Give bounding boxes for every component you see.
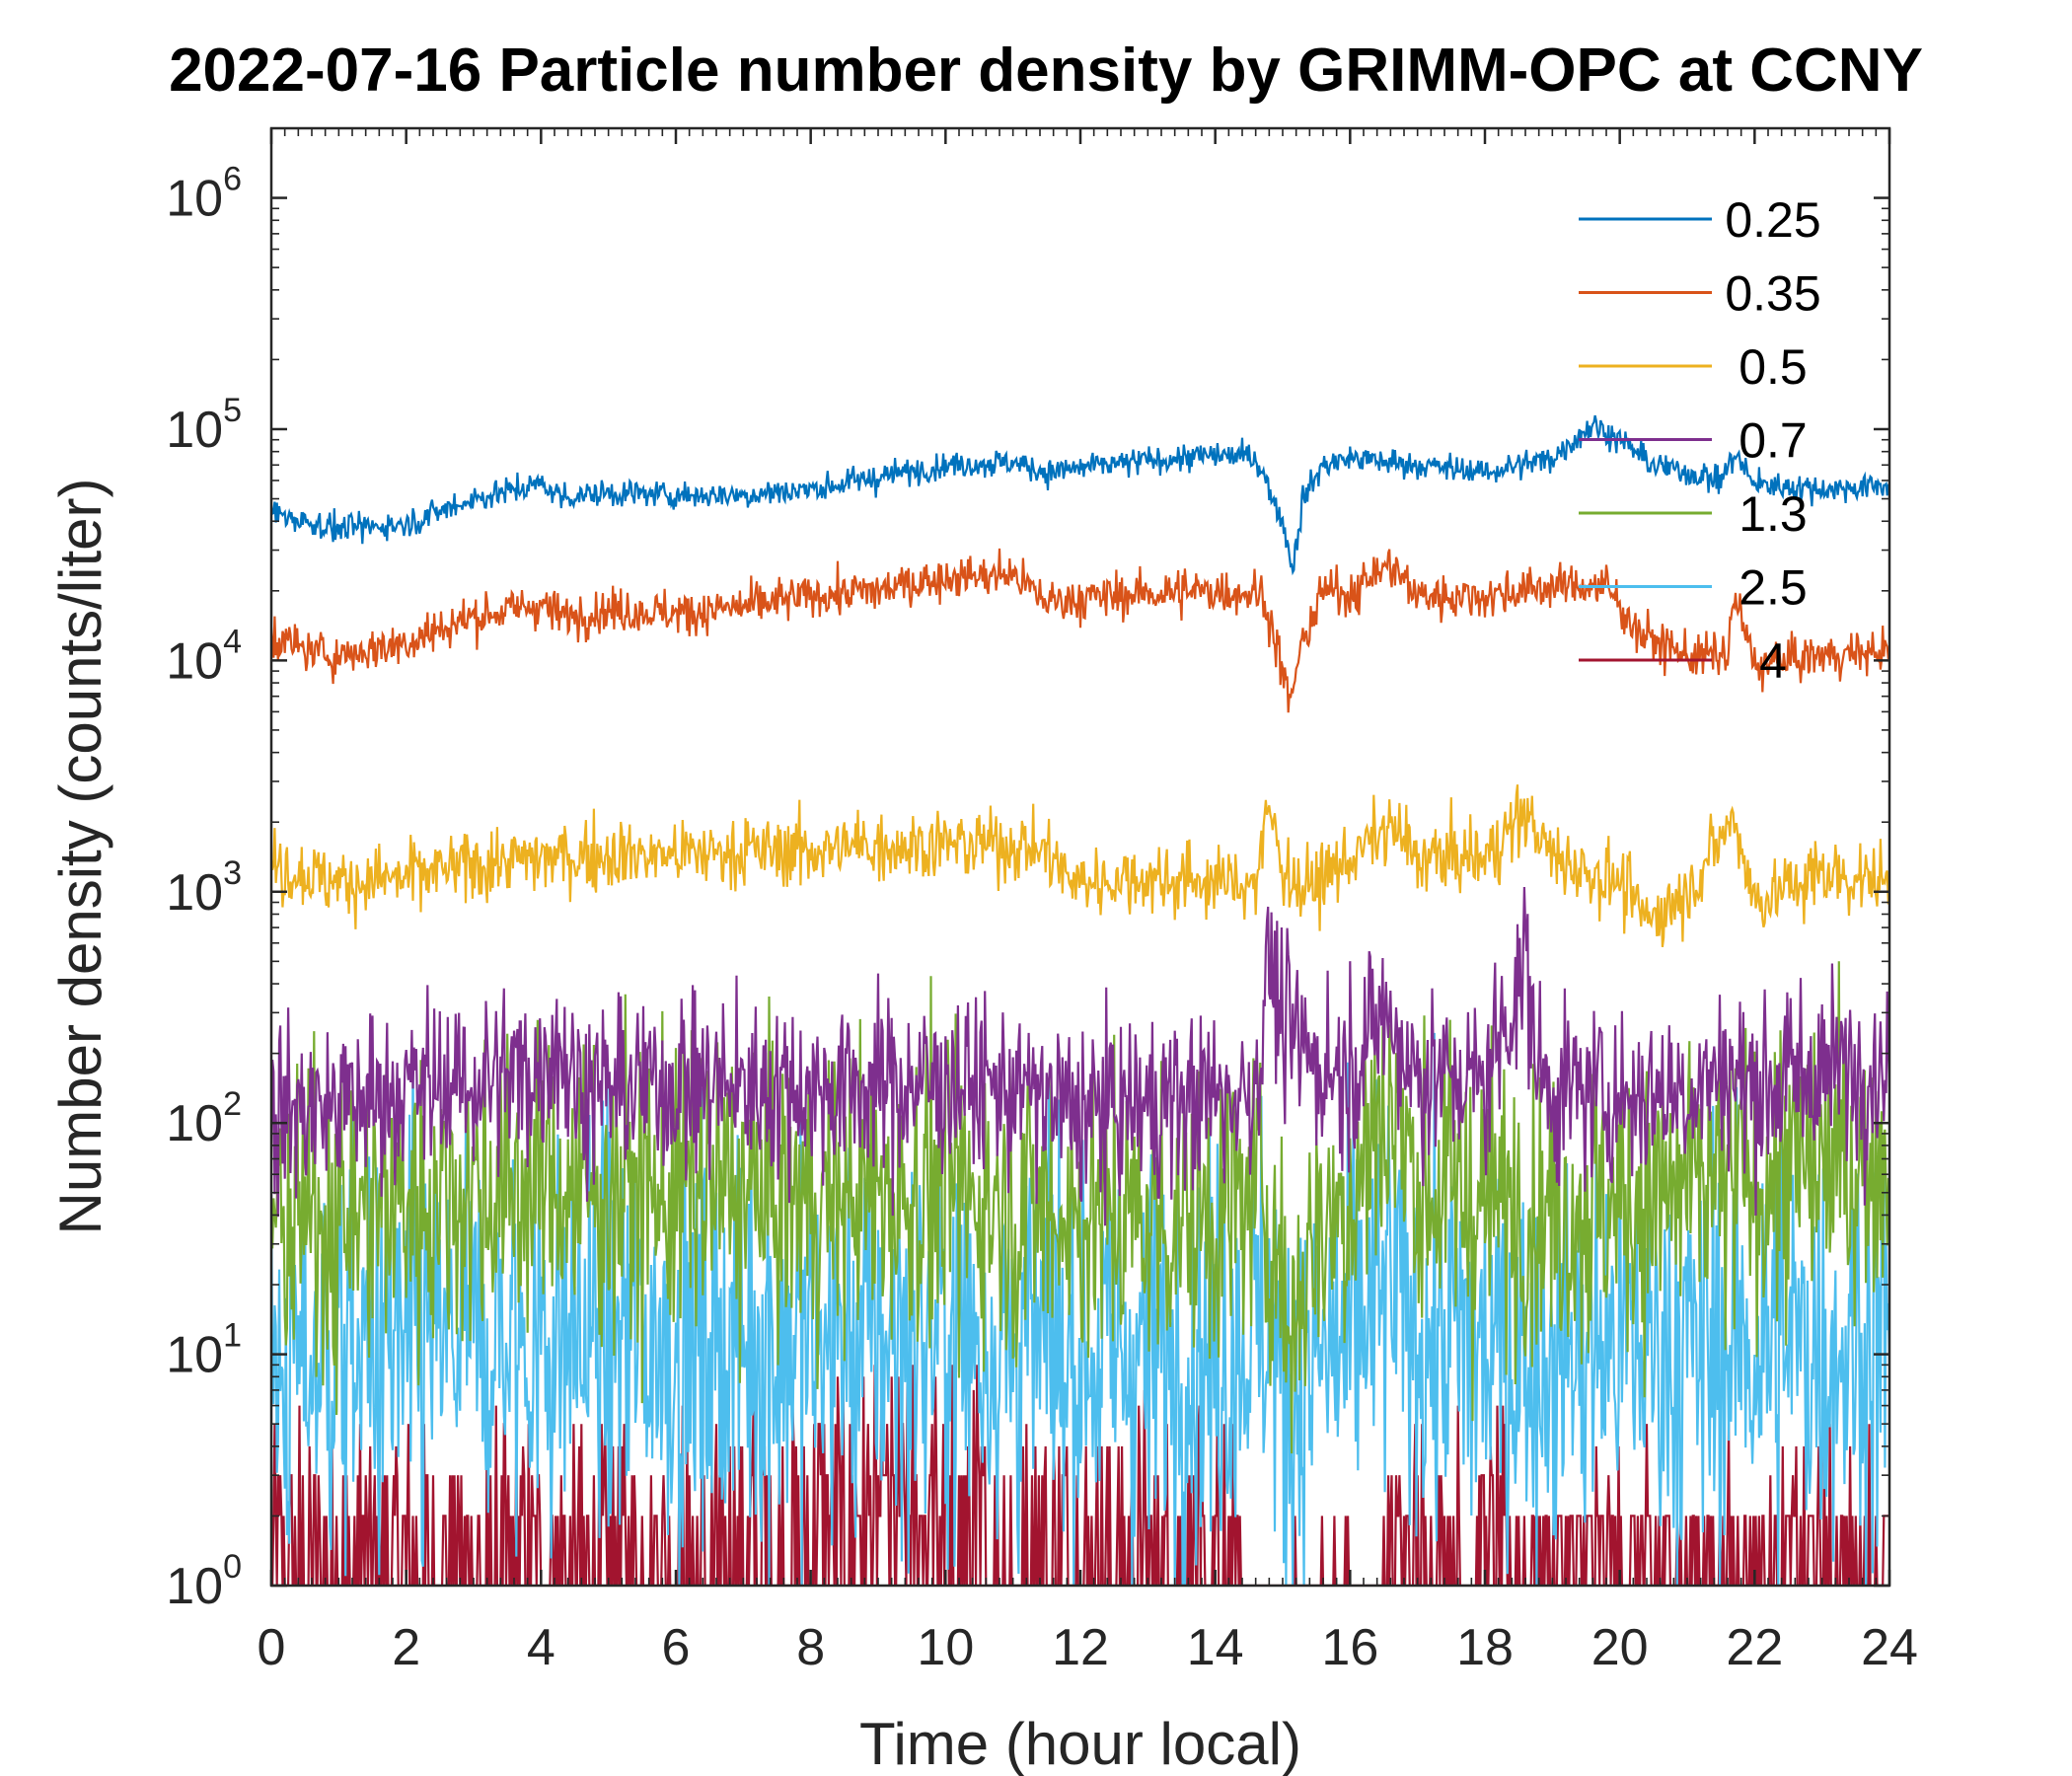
legend-label-0.7: 0.7 (1739, 413, 1808, 469)
x-tick-label: 14 (1187, 1619, 1244, 1676)
legend-label-0.5: 0.5 (1739, 339, 1808, 395)
x-axis-label: Time (hour local) (859, 1711, 1301, 1776)
chart-title: 2022-07-16 Particle number density by GR… (169, 37, 1923, 105)
series-layer (271, 414, 1889, 1586)
x-tick-label: 24 (1861, 1619, 1918, 1676)
x-tick-label: 0 (258, 1619, 286, 1676)
x-tick-label: 6 (662, 1619, 691, 1676)
y-tick-label: 101 (166, 1317, 242, 1384)
legend-label-0.25: 0.25 (1725, 192, 1820, 248)
series-line-0.35 (271, 548, 1889, 713)
series-line-0.7 (271, 886, 1889, 1226)
plot-area (269, 126, 1891, 1588)
x-tick-label: 12 (1052, 1619, 1109, 1676)
x-tick-labels: 0 2 4 6 8 10 12 14 16 18 20 22 24 (258, 1619, 1918, 1676)
y-axis-label: Number density (counts/liter) (47, 479, 113, 1235)
legend-label-4: 4 (1759, 633, 1787, 689)
x-tick-label: 16 (1321, 1619, 1378, 1676)
series-line-0.25 (271, 414, 1889, 576)
legend: 0.25 0.35 0.5 0.7 1.3 2.5 4 (1579, 192, 1821, 689)
x-tick-label: 2 (392, 1619, 420, 1676)
series-line-0.5 (271, 784, 1889, 947)
y-tick-label: 105 (166, 392, 242, 459)
y-tick-label: 102 (166, 1085, 242, 1152)
y-tick-label: 100 (166, 1548, 242, 1615)
y-tick-label: 106 (166, 161, 242, 228)
x-tick-label: 4 (527, 1619, 555, 1676)
axes-frame (269, 126, 1891, 1588)
legend-label-0.35: 0.35 (1725, 266, 1820, 322)
x-tick-label: 20 (1591, 1619, 1649, 1676)
legend-label-1.3: 1.3 (1739, 486, 1808, 542)
x-tick-label: 22 (1726, 1619, 1783, 1676)
y-tick-label: 103 (166, 854, 242, 922)
x-tick-label: 10 (917, 1619, 974, 1676)
y-tick-label: 104 (166, 623, 242, 690)
x-tick-label: 8 (796, 1619, 825, 1676)
x-tick-label: 18 (1456, 1619, 1514, 1676)
y-tick-labels: 100 101 102 103 104 105 106 (166, 161, 242, 1615)
legend-label-2.5: 2.5 (1739, 560, 1808, 616)
